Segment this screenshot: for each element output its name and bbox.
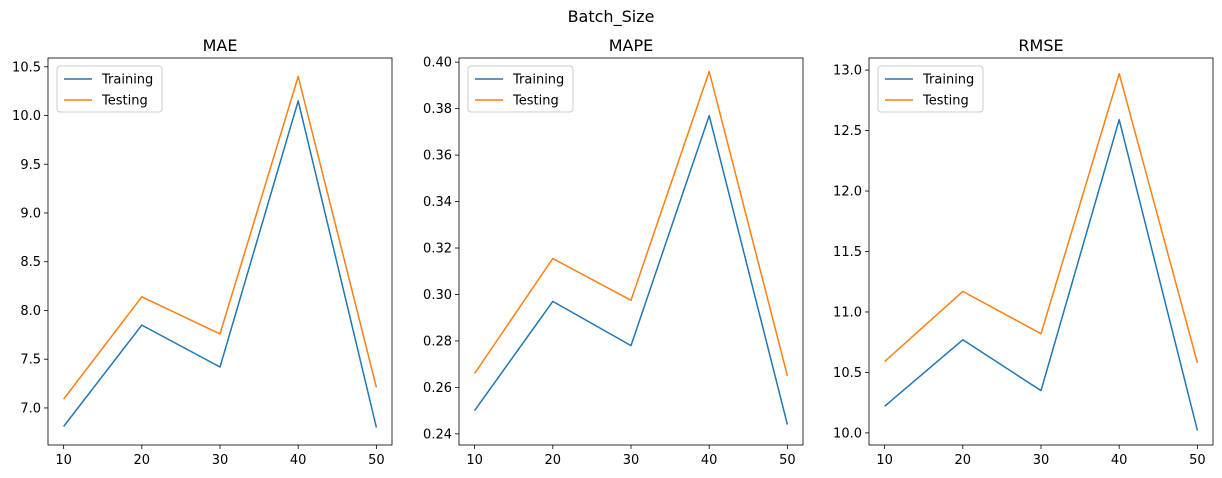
subplot-mae: MAE 10 20 30 40 50 7.0 7.5 8.0 8.5 9.0 9.5 10.0 10.5 T… — [12, 36, 393, 468]
axes-frame — [868, 57, 1214, 446]
y-tick-label: 0.40 — [423, 56, 452, 71]
subplot-mape: MAPE 10 20 30 40 50 0.24 0.26 0.28 0.30 0.32 0.34 0.… — [423, 36, 804, 468]
x-tick-label: 30 — [1033, 453, 1050, 468]
x-tick-label: 50 — [368, 453, 385, 468]
legend: Training Testing — [467, 65, 574, 113]
x-tick-label: 30 — [212, 453, 229, 468]
y-tick-label: 0.34 — [423, 195, 452, 210]
y-tick-label: 13.0 — [833, 64, 862, 79]
y-tick-label: 12.5 — [833, 124, 862, 139]
y-tick-label: 10.5 — [12, 60, 41, 75]
y-tick-label: 0.28 — [423, 334, 452, 349]
y-tick-label: 11.5 — [833, 245, 862, 260]
figure-title: Batch_Size — [567, 7, 655, 26]
subplot-title: MAPE — [609, 36, 654, 55]
series-line-training — [473, 114, 789, 425]
x-tick-label: 50 — [1189, 453, 1206, 468]
x-tick-label: 40 — [701, 453, 718, 468]
y-tick-label: 7.0 — [20, 401, 41, 416]
subplot-title: RMSE — [1018, 36, 1063, 55]
y-tick-label: 10.0 — [12, 109, 41, 124]
y-tick-label: 9.5 — [20, 158, 41, 173]
y-tick-label: 0.30 — [423, 288, 452, 303]
y-tick-label: 12.0 — [833, 185, 862, 200]
legend-label-testing: Testing — [101, 94, 148, 109]
series-line-testing — [884, 72, 1199, 363]
x-tick-label: 50 — [779, 453, 796, 468]
x-tick-label: 40 — [290, 453, 307, 468]
y-tick-label: 10.5 — [833, 366, 862, 381]
x-tick-label: 10 — [876, 453, 893, 468]
series-line-training — [884, 118, 1199, 431]
y-tick-label: 11.0 — [833, 305, 862, 320]
legend-label-testing: Testing — [922, 94, 969, 109]
series-line-training — [63, 100, 378, 428]
y-tick-label: 0.38 — [423, 102, 452, 117]
y-tick-label: 0.36 — [423, 149, 452, 164]
y-tick-label: 7.5 — [20, 353, 41, 368]
legend-label-training: Training — [922, 73, 974, 88]
y-tick-label: 9.0 — [20, 206, 41, 221]
series-line-testing — [473, 70, 789, 376]
axes-frame — [458, 57, 804, 446]
legend-label-training: Training — [512, 73, 564, 88]
y-tick-label: 8.5 — [20, 255, 41, 270]
x-tick-label: 20 — [134, 453, 151, 468]
y-tick-label: 0.26 — [423, 381, 452, 396]
y-tick-label: 8.0 — [20, 304, 41, 319]
legend-label-training: Training — [101, 73, 153, 88]
x-tick-label: 10 — [55, 453, 72, 468]
legend: Training Testing — [56, 65, 163, 113]
y-tick-label: 0.24 — [423, 427, 452, 442]
y-tick-label: 0.32 — [423, 242, 452, 257]
x-tick-label: 20 — [955, 453, 972, 468]
legend: Training Testing — [877, 65, 984, 113]
legend-label-testing: Testing — [512, 94, 559, 109]
subplot-title: MAE — [203, 36, 238, 55]
subplot-rmse: RMSE 10 20 30 40 50 10.0 10.5 11.0 11.5 12.0 12.5 13… — [833, 36, 1214, 468]
axes-frame — [47, 57, 393, 446]
x-tick-label: 10 — [466, 453, 483, 468]
x-tick-label: 30 — [623, 453, 640, 468]
x-tick-label: 20 — [545, 453, 562, 468]
x-tick-label: 40 — [1111, 453, 1128, 468]
series-line-testing — [63, 75, 378, 400]
y-tick-label: 10.0 — [833, 426, 862, 441]
